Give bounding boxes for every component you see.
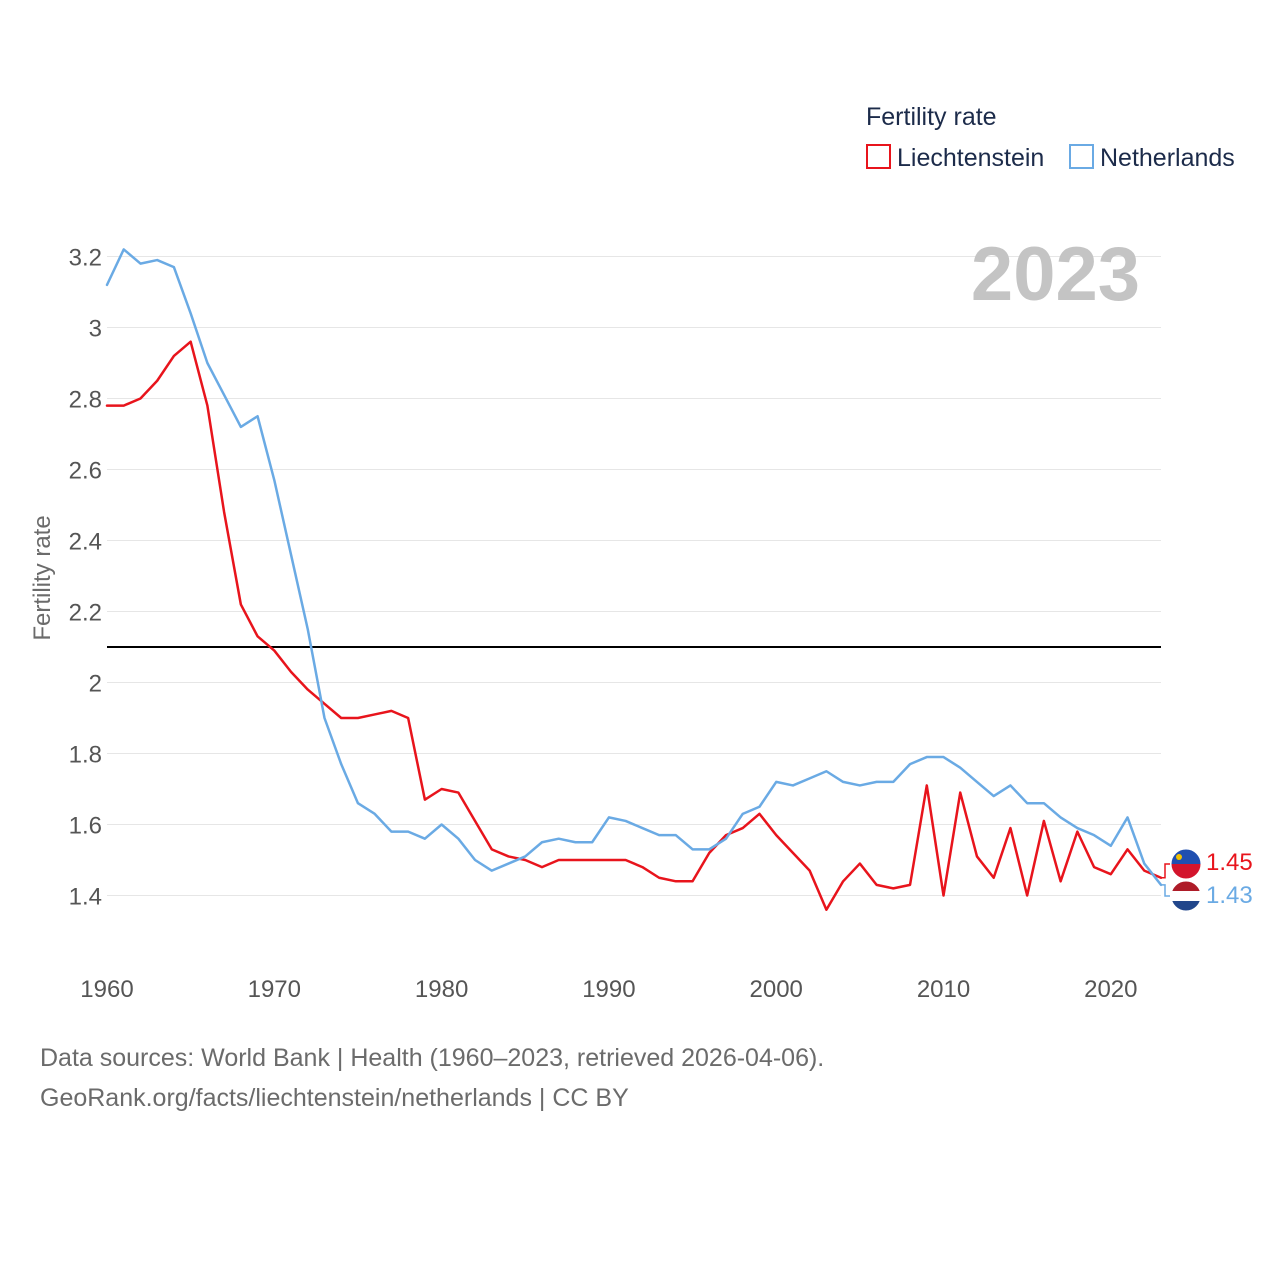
y-tick-label: 1.8 bbox=[69, 742, 102, 769]
series-line-liechtenstein bbox=[105, 340, 1163, 911]
flag-stripe-red bbox=[1171, 864, 1201, 879]
flag-border bbox=[1170, 880, 1202, 912]
end-marker-netherlands: 1.43 bbox=[1161, 880, 1253, 912]
legend-label-liechtenstein: Liechtenstein bbox=[897, 144, 1044, 172]
x-tick-label: 1970 bbox=[248, 976, 301, 1003]
y-tick-label: 3.2 bbox=[69, 245, 102, 272]
legend-item-netherlands[interactable]: Netherlands bbox=[1069, 144, 1235, 172]
end-value-label-liechtenstein: 1.45 bbox=[1206, 849, 1253, 876]
flag-border bbox=[1170, 848, 1202, 880]
x-tick-label: 2010 bbox=[917, 976, 970, 1003]
legend-swatch-netherlands bbox=[1069, 144, 1094, 169]
y-tick-label: 2.6 bbox=[69, 458, 102, 485]
legend-title: Fertility rate bbox=[866, 103, 997, 131]
x-tick-label: 1990 bbox=[582, 976, 635, 1003]
x-tick-label: 1980 bbox=[415, 976, 468, 1003]
y-tick-label: 2.8 bbox=[69, 387, 102, 414]
series-lines bbox=[105, 248, 1163, 911]
end-connector bbox=[1161, 884, 1170, 897]
y-tick-label: 1.6 bbox=[69, 813, 102, 840]
y-tick-label: 2 bbox=[89, 671, 102, 698]
flag-netherlands-icon bbox=[1171, 881, 1201, 911]
y-tick-label: 2.4 bbox=[69, 529, 102, 556]
crown-icon bbox=[1176, 854, 1182, 860]
legend-swatch-liechtenstein bbox=[866, 144, 891, 169]
y-tick-label: 1.4 bbox=[69, 884, 102, 911]
y-tick-label: 2.2 bbox=[69, 600, 102, 627]
series-line-netherlands bbox=[105, 248, 1163, 887]
footer-attribution[interactable]: GeoRank.org/facts/liechtenstein/netherla… bbox=[40, 1084, 629, 1112]
end-connector bbox=[1161, 863, 1170, 879]
x-tick-label: 1960 bbox=[80, 976, 133, 1003]
x-axis-ticks: 1960 1970 1980 1990 2000 2010 2020 bbox=[80, 976, 1137, 1003]
x-tick-label: 2020 bbox=[1084, 976, 1137, 1003]
legend: Fertility rate Liechtenstein Netherlands bbox=[866, 103, 1235, 172]
flag-stripe-blue bbox=[1171, 901, 1201, 911]
series-end-labels: 1.45 1.43 bbox=[1161, 848, 1253, 912]
y-axis-ticks: 1.4 1.6 1.8 2 2.2 2.4 2.6 2.8 3 3.2 bbox=[69, 245, 102, 911]
flag-stripe-blue bbox=[1171, 849, 1201, 864]
end-marker-liechtenstein: 1.45 bbox=[1161, 848, 1253, 880]
footer-sources: Data sources: World Bank | Health (1960–… bbox=[40, 1044, 825, 1072]
flag-liechtenstein-icon bbox=[1171, 849, 1201, 879]
year-watermark: 2023 bbox=[971, 232, 1140, 317]
flag-stripe-white bbox=[1171, 891, 1201, 901]
y-axis-label: Fertility rate bbox=[29, 515, 56, 640]
legend-label-netherlands: Netherlands bbox=[1100, 144, 1235, 172]
end-value-label-netherlands: 1.43 bbox=[1206, 882, 1253, 909]
x-tick-label: 2000 bbox=[750, 976, 803, 1003]
legend-item-liechtenstein[interactable]: Liechtenstein bbox=[866, 144, 1044, 172]
flag-stripe-red bbox=[1171, 881, 1201, 891]
y-tick-label: 3 bbox=[89, 316, 102, 343]
gridlines bbox=[107, 256, 1161, 896]
